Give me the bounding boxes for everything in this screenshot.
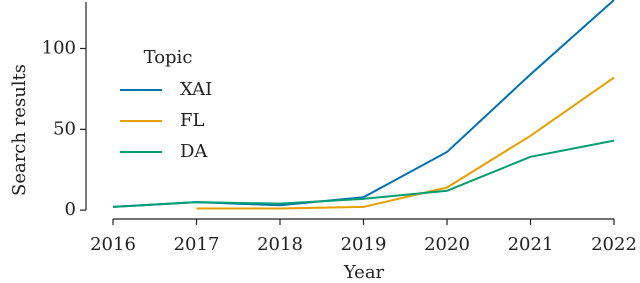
x-tick-label: 2018	[257, 234, 303, 255]
y-tick-label: 50	[53, 118, 76, 139]
x-tick-label: 2017	[174, 234, 220, 255]
y-axis-label: Search results	[9, 64, 30, 196]
x-tick-label: 2021	[508, 234, 554, 255]
legend-label: DA	[180, 141, 208, 162]
x-tick-label: 2016	[90, 234, 136, 255]
line	[112, 0, 615, 208]
x-tick-label: 2019	[341, 234, 387, 255]
line	[196, 76, 615, 210]
x-axis-label: Year	[343, 262, 385, 283]
legend-label: XAI	[180, 79, 212, 100]
y-tick-label: 100	[42, 37, 76, 58]
y-tick-label: 0	[65, 199, 76, 220]
legend-title: Topic	[144, 47, 193, 68]
x-tick-label: 2022	[591, 234, 637, 255]
line	[112, 139, 615, 208]
legend-label: FL	[180, 110, 204, 131]
x-tick-label: 2020	[424, 234, 470, 255]
